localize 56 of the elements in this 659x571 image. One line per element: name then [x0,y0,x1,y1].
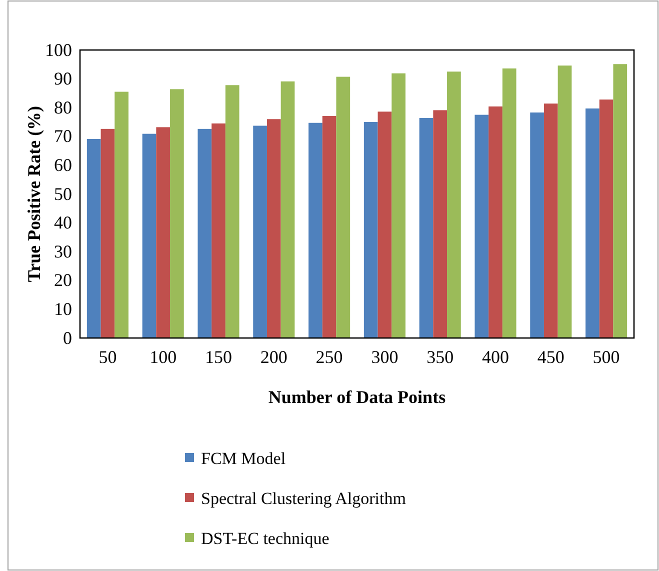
bar [544,104,558,338]
x-tick-label: 450 [537,346,564,367]
x-axis-title: Number of Data Points [268,387,446,407]
bar [100,128,115,338]
x-tick-label: 100 [150,346,177,367]
bar [322,116,336,338]
legend-label: FCM Model [201,448,286,468]
legend-label: Spectral Clustering Algorithm [201,488,406,508]
bar [86,138,101,338]
bar [530,112,544,338]
bar [474,114,489,338]
bar [198,128,212,338]
bar [253,126,267,338]
bar [488,106,502,338]
x-tick-label: 250 [316,346,343,367]
y-tick-label: 50 [54,184,72,204]
bar [433,110,448,338]
y-tick-label: 70 [54,126,72,146]
bar [378,112,392,338]
bar [392,73,406,338]
bar [114,92,128,338]
y-tick-label: 100 [45,40,72,60]
bar [364,122,378,338]
bar [502,68,516,338]
bar [558,66,572,338]
y-tick-label: 60 [54,154,72,175]
x-tick-label: 50 [98,346,117,367]
y-tick-label: 30 [54,241,72,262]
bar [586,108,600,338]
y-tick-label: 10 [54,298,72,319]
bar [613,64,628,338]
y-axis-title: True Positive Rate (%) [24,106,44,282]
bar [266,119,281,338]
bar [336,76,350,338]
x-tick-label: 400 [482,346,509,367]
bar [419,118,434,338]
bar [599,100,614,338]
bar [308,122,322,338]
x-tick-label: 150 [205,346,232,367]
bar [212,123,226,338]
bar [142,134,156,338]
legend-label: DST-EC technique [201,528,330,548]
bar [280,81,295,338]
y-tick-label: 0 [63,328,72,348]
bar [447,72,461,338]
y-tick-label: 40 [54,212,72,233]
bar [156,127,170,338]
bar [170,89,184,338]
y-tick-label: 80 [54,97,72,118]
x-tick-label: 350 [426,346,454,367]
y-tick-label: 20 [54,270,72,290]
x-tick-label: 300 [371,346,398,367]
bar [225,85,240,338]
y-tick-label: 90 [54,68,72,89]
x-tick-label: 200 [260,346,288,367]
x-tick-label: 500 [592,346,620,367]
